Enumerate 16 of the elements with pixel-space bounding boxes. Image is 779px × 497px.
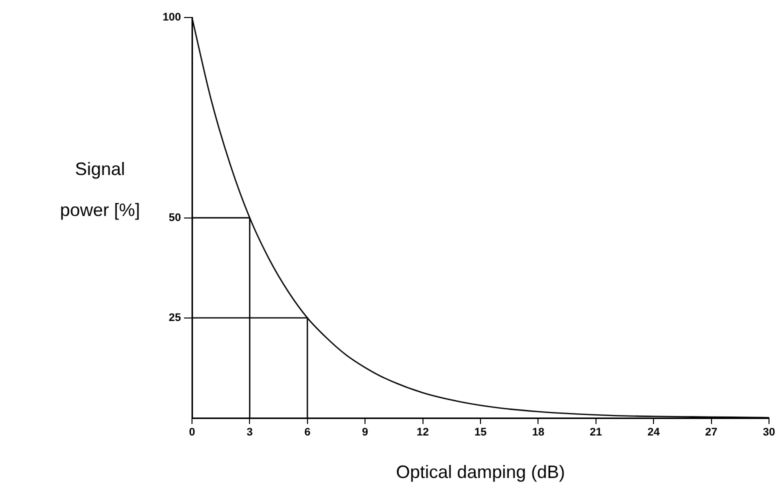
x-tick-label: 24 <box>647 426 661 439</box>
x-tick-label: 9 <box>362 426 368 439</box>
x-tick-label: 3 <box>246 426 253 439</box>
x-tick-label: 21 <box>590 426 602 439</box>
y-tick-label: 50 <box>168 212 181 224</box>
y-axis-title: Signal power [%] <box>60 158 140 220</box>
x-tick-label: 12 <box>416 426 429 439</box>
x-tick-label: 18 <box>532 426 544 439</box>
y-tick-label: 25 <box>168 312 181 324</box>
x-tick-label: 6 <box>304 426 310 439</box>
y-tick-label: 100 <box>162 12 181 24</box>
x-tick-label: 15 <box>474 426 487 439</box>
x-tick-label: 27 <box>705 426 718 439</box>
x-axis-title: Optical damping (dB) <box>396 462 566 482</box>
x-tick-label: 30 <box>762 426 776 439</box>
x-tick-label: 0 <box>188 426 196 439</box>
